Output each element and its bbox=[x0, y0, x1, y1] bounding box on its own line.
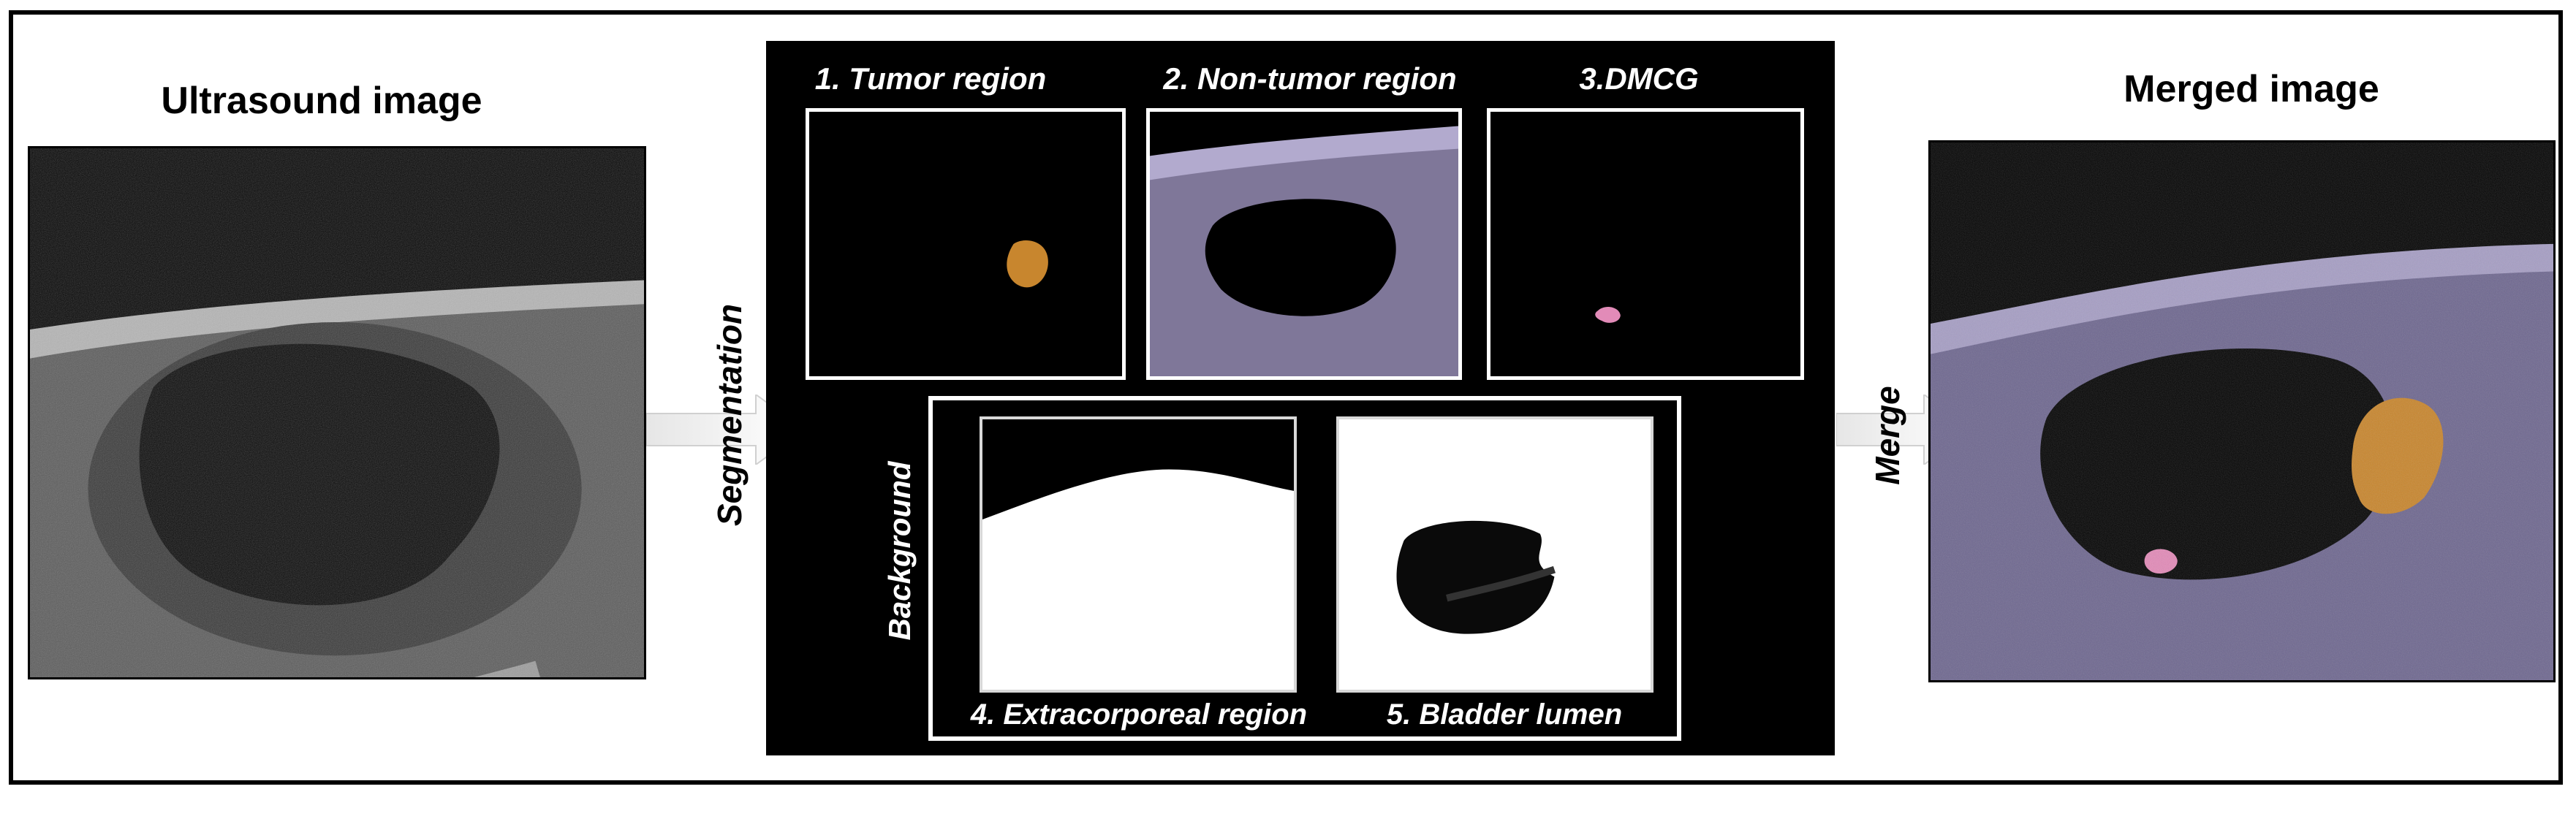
background-group bbox=[928, 396, 1681, 741]
dmcg-label: 3.DMCG bbox=[1579, 61, 1699, 96]
non-tumor-region-label: 2. Non-tumor region bbox=[1163, 61, 1457, 96]
segmentation-label: Segmentation bbox=[711, 303, 749, 527]
dmcg-mask bbox=[1487, 108, 1804, 380]
bladder-lumen-mask bbox=[1336, 416, 1653, 693]
tumor-region-mask bbox=[806, 108, 1126, 380]
figure-frame bbox=[9, 10, 2563, 785]
extracorporeal-region-label: 4. Extracorporeal region bbox=[970, 698, 1308, 731]
extracorporeal-region-mask bbox=[980, 416, 1297, 693]
background-label: Background bbox=[882, 461, 917, 641]
tumor-region-label: 1. Tumor region bbox=[814, 61, 1047, 96]
ultrasound-image bbox=[28, 146, 646, 679]
merged-image-title: Merged image bbox=[2124, 68, 2379, 110]
bladder-lumen-label: 5. Bladder lumen bbox=[1386, 698, 1623, 731]
non-tumor-region-mask bbox=[1146, 108, 1462, 380]
segmentation-panel: 1. Tumor region 2. Non-tumor region 3.DM… bbox=[766, 41, 1835, 755]
ultrasound-image-title: Ultrasound image bbox=[161, 80, 482, 122]
merge-label: Merge bbox=[1868, 386, 1906, 485]
merged-image bbox=[1928, 140, 2556, 682]
